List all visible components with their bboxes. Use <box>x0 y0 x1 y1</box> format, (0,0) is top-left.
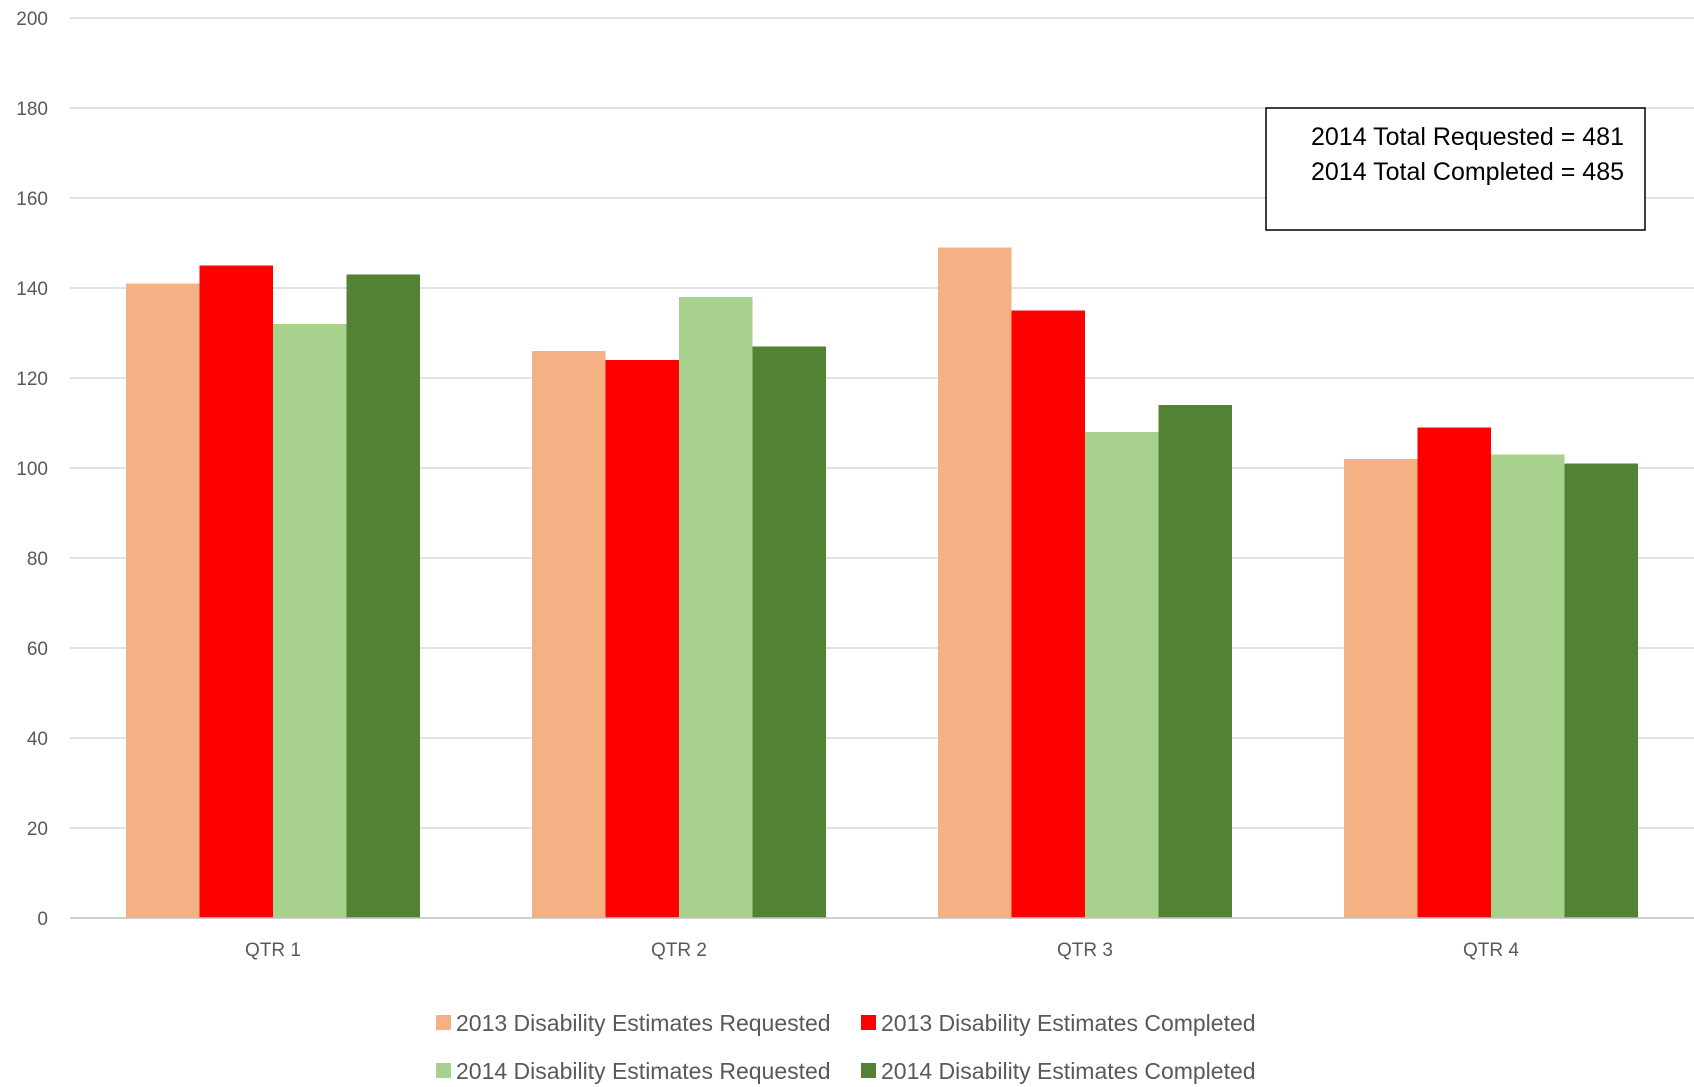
annotation-line-1: 2014 Total Requested = 481 <box>1311 123 1624 151</box>
y-tick-label: 20 <box>27 819 48 840</box>
bar <box>126 283 200 918</box>
bar <box>1417 427 1491 918</box>
legend: 2013 Disability Estimates Requested 2013 … <box>436 1010 1256 1084</box>
bar <box>199 265 273 918</box>
legend-swatch <box>861 1015 876 1030</box>
legend-entry: 2013 Disability Estimates Completed <box>881 1010 1256 1036</box>
y-tick-label: 100 <box>16 459 48 480</box>
y-tick-label: 140 <box>16 279 48 300</box>
x-category-label: QTR 2 <box>651 940 707 961</box>
y-tick-label: 120 <box>16 369 48 390</box>
y-tick-label: 60 <box>27 639 48 660</box>
legend-swatch <box>861 1063 876 1078</box>
y-tick-label: 40 <box>27 729 48 750</box>
bar <box>1564 463 1638 918</box>
bars <box>126 247 1638 918</box>
bar <box>273 324 347 918</box>
bar <box>1344 459 1418 918</box>
legend-swatch <box>436 1063 451 1078</box>
legend-entry: 2014 Disability Estimates Completed <box>881 1058 1256 1084</box>
legend-entry: 2013 Disability Estimates Requested <box>456 1010 831 1036</box>
y-tick-label: 80 <box>27 549 48 570</box>
legend-swatch <box>436 1015 451 1030</box>
bar <box>938 247 1012 918</box>
bar <box>1011 310 1085 918</box>
bar <box>752 346 826 918</box>
y-tick-label: 180 <box>16 99 48 120</box>
x-category-label: QTR 4 <box>1463 940 1519 961</box>
annotation-box: 2014 Total Requested = 481 2014 Total Co… <box>1265 107 1646 231</box>
y-axis-tick-labels: 0 20 40 60 80 100 120 140 160 180 200 <box>16 9 48 930</box>
x-category-label: QTR 1 <box>245 940 301 961</box>
bar <box>1491 454 1565 918</box>
x-axis-category-labels: QTR 1 QTR 2 QTR 3 QTR 4 <box>245 940 1519 961</box>
y-tick-label: 0 <box>37 909 48 930</box>
bar <box>605 360 679 918</box>
bar <box>1085 432 1159 918</box>
annotation-line-2: 2014 Total Completed = 485 <box>1311 158 1624 186</box>
y-tick-label: 200 <box>16 9 48 30</box>
x-category-label: QTR 3 <box>1057 940 1113 961</box>
annotation-border <box>1265 107 1646 231</box>
bar <box>1158 405 1232 918</box>
y-tick-label: 160 <box>16 189 48 210</box>
bar <box>532 351 606 918</box>
legend-entry: 2014 Disability Estimates Requested <box>456 1058 831 1084</box>
bar <box>679 297 753 918</box>
bar <box>346 274 420 918</box>
